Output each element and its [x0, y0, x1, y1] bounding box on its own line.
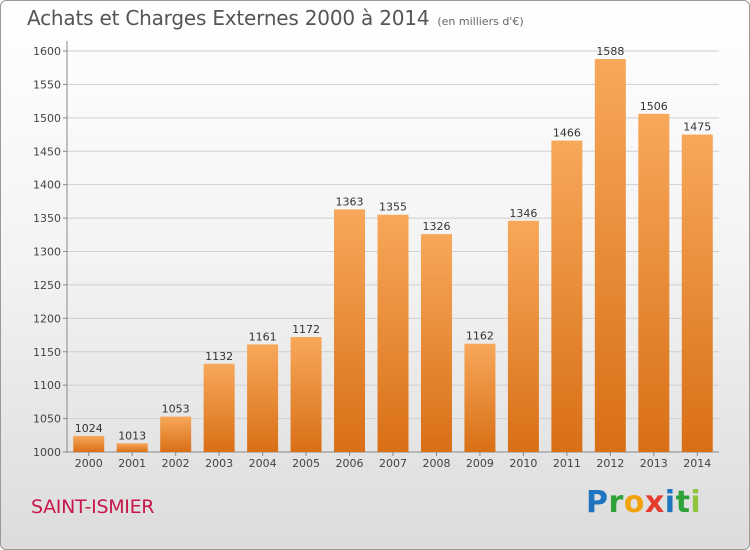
data-label-2008: 1326 [422, 220, 450, 233]
x-tick-label-2001: 2001 [118, 457, 146, 470]
bar-2009 [464, 343, 496, 452]
bar-2007 [377, 214, 409, 452]
y-tick-label: 1600 [33, 45, 61, 58]
y-tick-label: 1050 [33, 413, 61, 426]
proxiti-logo: Proxiti [586, 485, 701, 520]
bar-2004 [247, 344, 279, 452]
x-tick-label-2012: 2012 [596, 457, 624, 470]
x-tick-label-2002: 2002 [162, 457, 190, 470]
bar-2005 [290, 337, 322, 452]
y-tick-label: 1150 [33, 346, 61, 359]
x-tick-label-2000: 2000 [75, 457, 103, 470]
data-label-2004: 1161 [249, 330, 277, 343]
chart-title: Achats et Charges Externes 2000 à 2014 (e… [27, 6, 524, 30]
logo-letter: P [586, 485, 609, 520]
bar-2001 [116, 443, 148, 452]
title-text: Achats et Charges Externes 2000 à 2014 [27, 6, 430, 30]
bar-2010 [507, 220, 539, 452]
data-label-2003: 1132 [205, 350, 233, 363]
y-tick-label: 1200 [33, 312, 61, 325]
y-tick-label: 1550 [33, 78, 61, 91]
logo-letter: i [664, 485, 676, 520]
x-tick-label-2006: 2006 [336, 457, 364, 470]
y-tick-label: 1400 [33, 179, 61, 192]
data-label-2005: 1172 [292, 323, 320, 336]
data-label-2000: 1024 [75, 422, 103, 435]
data-label-2010: 1346 [509, 207, 537, 220]
bar-2011 [551, 140, 583, 452]
bar-2014 [681, 134, 713, 452]
data-label-2009: 1162 [466, 330, 494, 343]
y-tick-label: 1100 [33, 379, 61, 392]
y-tick-label: 1500 [33, 112, 61, 125]
bar-2006 [334, 209, 366, 452]
data-label-2011: 1466 [553, 127, 581, 140]
x-tick-label-2011: 2011 [553, 457, 581, 470]
y-tick-label: 1300 [33, 246, 61, 259]
data-label-2001: 1013 [118, 429, 146, 442]
data-label-2013: 1506 [640, 100, 668, 113]
x-tick-label-2010: 2010 [509, 457, 537, 470]
y-tick-label: 1350 [33, 212, 61, 225]
y-tick-label: 1250 [33, 279, 61, 292]
logo-letter: r [608, 485, 624, 520]
x-tick-label-2008: 2008 [422, 457, 450, 470]
logo-letter: i [690, 485, 702, 520]
logo-letter: o [623, 485, 645, 520]
x-tick-label-2004: 2004 [249, 457, 277, 470]
x-tick-label-2013: 2013 [640, 457, 668, 470]
data-label-2014: 1475 [683, 121, 711, 134]
bar-2008 [420, 234, 452, 452]
x-tick-label-2003: 2003 [205, 457, 233, 470]
bar-2000 [73, 435, 105, 452]
bars-layer [73, 59, 713, 453]
chart-subtitle: (en milliers d'€) [437, 15, 524, 28]
logo-letter: x [644, 485, 665, 520]
data-labels-layer: 1024 1013 1053 1132 1161 1172 1363 1355 1326 1162… [75, 45, 712, 442]
data-label-2012: 1588 [596, 45, 624, 58]
data-label-2006: 1363 [336, 195, 364, 208]
bar-2002 [160, 416, 192, 452]
y-tick-label: 1450 [33, 145, 61, 158]
x-tick-label-2005: 2005 [292, 457, 320, 470]
data-label-2002: 1053 [162, 403, 190, 416]
y-axis-ticks: 1000 1050 1100 1150 1200 1250 1300 1350 1400 1450… [33, 41, 719, 459]
y-tick-label: 1000 [33, 446, 61, 459]
town-name: SAINT-ISMIER [31, 496, 155, 518]
x-tick-label-2014: 2014 [683, 457, 711, 470]
x-axis-ticks: 2000 2001 2002 2003 2004 2005 2006 2007 2008 2009… [75, 452, 711, 470]
bar-2013 [638, 113, 670, 452]
data-label-2007: 1355 [379, 201, 407, 214]
bar-2003 [203, 363, 235, 452]
x-tick-label-2009: 2009 [466, 457, 494, 470]
x-tick-label-2007: 2007 [379, 457, 407, 470]
bar-2012 [594, 59, 626, 453]
logo-letter: t [675, 485, 691, 520]
